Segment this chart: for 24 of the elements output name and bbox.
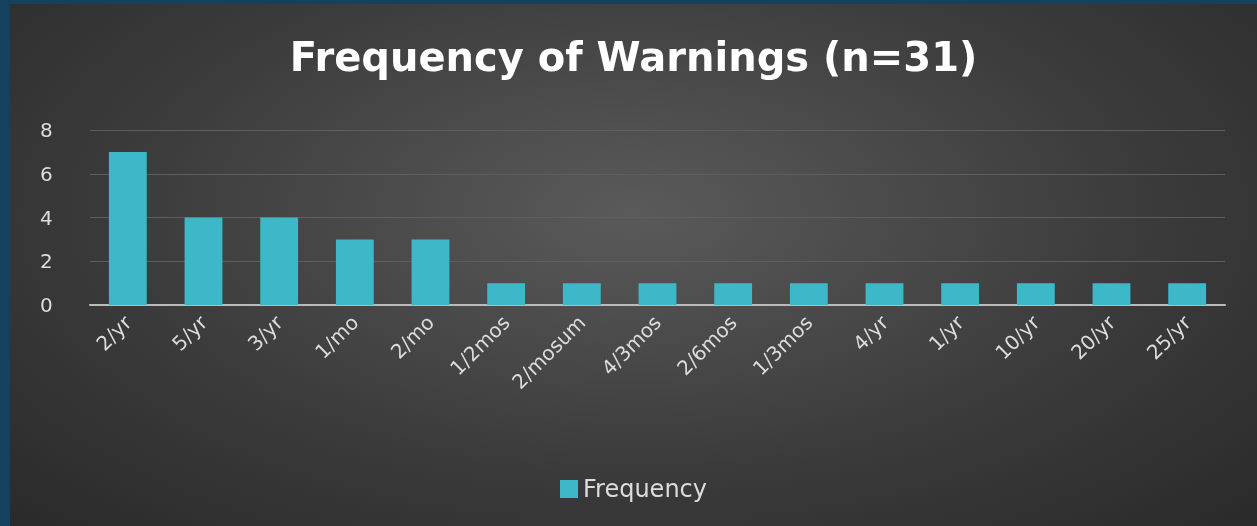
y-tick-label: 6: [40, 161, 53, 186]
x-tick-label: 4/yr: [848, 309, 894, 356]
y-tick-label: 2: [40, 249, 53, 274]
chart-title: Frequency of Warnings (n=31): [289, 34, 978, 80]
bar: [1092, 283, 1131, 305]
bar: [411, 239, 450, 305]
legend-label: Frequency: [583, 475, 707, 503]
bar: [562, 283, 601, 305]
bar: [184, 217, 223, 305]
bar: [789, 283, 828, 305]
bar: [335, 239, 374, 305]
y-tick-label: 8: [40, 118, 53, 142]
bar: [108, 151, 147, 305]
bar: [865, 283, 904, 305]
bar: [487, 283, 526, 305]
bar: [941, 283, 980, 305]
bar: [714, 283, 753, 305]
bar: [638, 283, 677, 305]
bar: [1168, 283, 1207, 305]
y-tick-label: 0: [40, 293, 53, 317]
y-tick-label: 4: [40, 205, 53, 230]
bar: [1016, 283, 1055, 305]
x-tick-label: 1/yr: [923, 309, 970, 356]
bar: [260, 217, 299, 305]
